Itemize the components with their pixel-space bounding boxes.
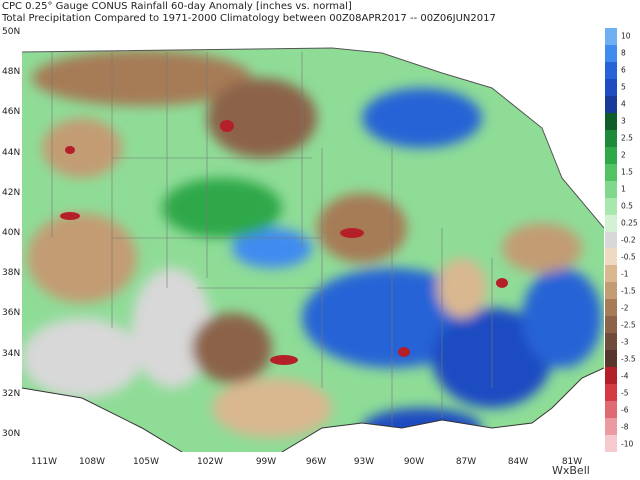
lat-label: 42N: [2, 187, 21, 198]
title: CPC 0.25° Gauge CONUS Rainfall 60-day An…: [2, 1, 352, 12]
logo: WxBell: [552, 464, 590, 477]
colorbar-cell: [605, 214, 617, 232]
lon-label: 84W: [507, 457, 529, 467]
colorbar-cell: [605, 248, 617, 266]
colorbar-label: 1.5: [621, 167, 633, 177]
lat-label: 50N: [2, 27, 21, 37]
colorbar-cell: [605, 28, 617, 46]
colorbar-label: -1: [621, 269, 629, 279]
colorbar-cell: [605, 146, 617, 165]
colorbar-cell: [605, 112, 617, 131]
lon-label: 105W: [132, 457, 160, 467]
lon-label: 108W: [78, 457, 106, 467]
lon-label: 96W: [305, 457, 327, 467]
colorbar-cell: [605, 197, 617, 216]
colorbar-label: 1: [621, 184, 626, 194]
colorbar-label: -3.5: [621, 354, 636, 364]
lat-label: 40N: [2, 228, 21, 238]
subtitle: Total Precipitation Compared to 1971-200…: [2, 13, 496, 24]
lat-label: 32N: [2, 388, 21, 399]
lat-label: 38N: [2, 268, 21, 279]
lon-label: 111W: [30, 457, 58, 467]
lon-label: 99W: [255, 457, 277, 467]
colorbar-label: -2.5: [621, 320, 636, 330]
colorbar-label: 5: [621, 82, 626, 92]
colorbar-cell: [605, 44, 617, 63]
lat-label: 46N: [2, 107, 21, 118]
colorbar-label: -8: [621, 422, 629, 432]
colorbar-label: 2.5: [621, 133, 633, 143]
colorbar-cell: [605, 299, 617, 317]
colorbar-label: -4: [621, 371, 629, 381]
colorbar-label: -1.5: [621, 286, 636, 296]
colorbar-cell: [605, 282, 617, 300]
colorbar-cell: [605, 95, 617, 114]
colorbar-label: 0.5: [621, 201, 633, 211]
colorbar-label: -5: [621, 388, 629, 398]
map: [22, 28, 604, 452]
colorbar-cell: [605, 163, 617, 182]
colorbar-label: 6: [621, 65, 626, 75]
colorbar-cell: [605, 265, 617, 283]
colorbar-label: 3: [621, 116, 626, 126]
colorbar-label: 4: [621, 99, 626, 109]
lat-label: 34N: [2, 348, 21, 359]
colorbar-cell: [605, 350, 617, 368]
lon-label: 81W: [561, 457, 583, 467]
colorbar-cell: [605, 401, 617, 419]
colorbar-label: 0.25: [621, 218, 638, 228]
colorbar-cell: [605, 78, 617, 97]
lon-label: 87W: [455, 457, 477, 467]
colorbar-cell: [605, 231, 617, 249]
colorbar-cell: [605, 418, 617, 436]
colorbar-label: 2: [621, 150, 626, 160]
colorbar-label: -10: [621, 439, 634, 449]
colorbar-label: -3: [621, 337, 629, 347]
lon-label: 102W: [196, 457, 224, 467]
colorbar-label: 10: [621, 31, 631, 41]
colorbar-cell: [605, 333, 617, 351]
lat-label: 44N: [2, 147, 21, 158]
colorbar-cell: [605, 367, 617, 385]
colorbar-cell: [605, 435, 617, 453]
lat-label: 36N: [2, 308, 21, 319]
lat-label: 30N: [2, 429, 21, 439]
lon-label: 93W: [353, 457, 375, 467]
colorbar-cell: [605, 61, 617, 80]
colorbar-cell: [605, 180, 617, 199]
colorbar-cell: [605, 316, 617, 334]
colorbar-label: -6: [621, 405, 629, 415]
lat-label: 48N: [2, 67, 21, 78]
colorbar-label: -0.5: [621, 252, 636, 262]
colorbar-cell: [605, 129, 617, 148]
colorbar-cell: [605, 384, 617, 402]
colorbar-label: -2: [621, 303, 629, 313]
colorbar-label: -0.2: [621, 235, 636, 245]
colorbar-label: 8: [621, 48, 626, 58]
lon-label: 90W: [403, 457, 425, 467]
